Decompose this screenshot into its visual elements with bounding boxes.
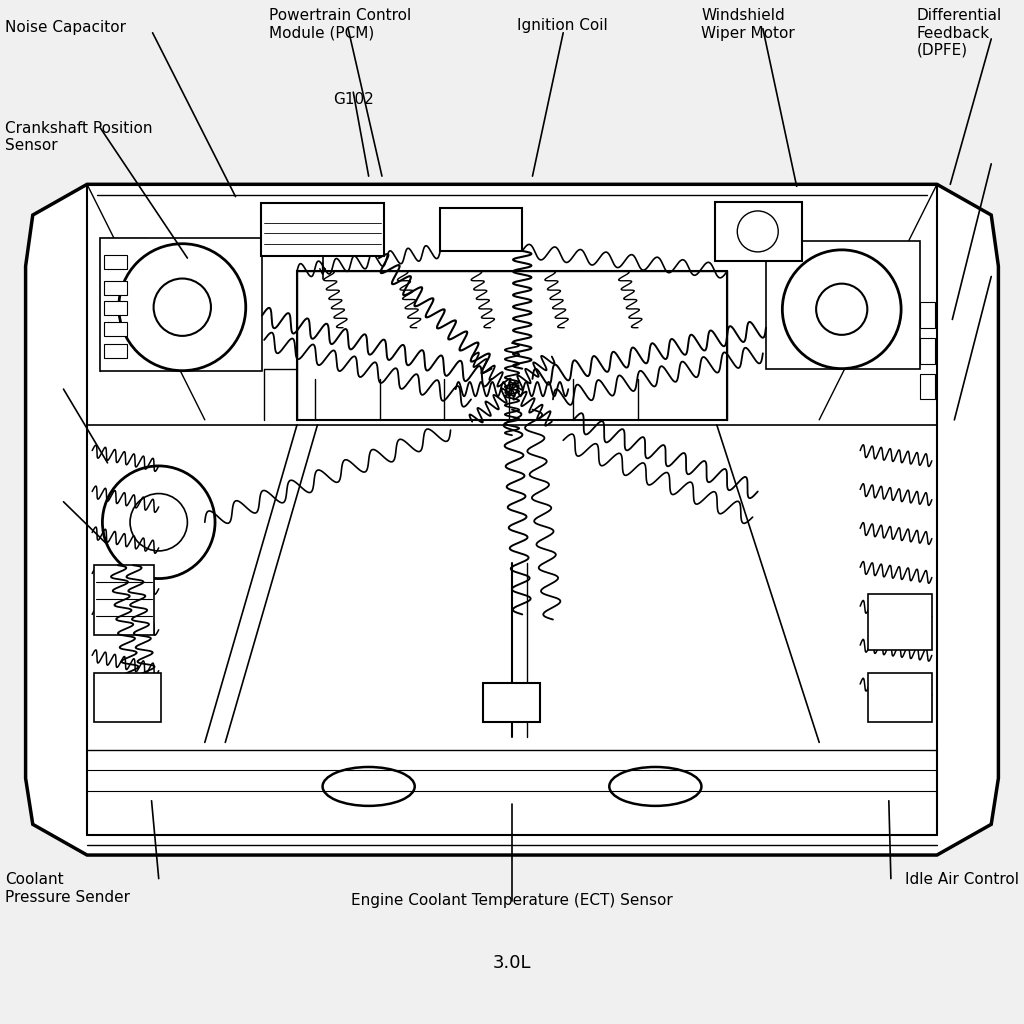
Bar: [94, 565, 154, 635]
Bar: [715, 202, 802, 261]
Bar: [920, 302, 935, 328]
Bar: [104, 301, 127, 315]
Bar: [868, 594, 932, 650]
Bar: [920, 338, 935, 364]
Bar: [920, 374, 935, 399]
Bar: [440, 208, 522, 251]
Text: Coolant
Pressure Sender: Coolant Pressure Sender: [5, 872, 130, 905]
Text: Powertrain Control
Module (PCM): Powertrain Control Module (PCM): [269, 8, 412, 41]
Polygon shape: [26, 184, 998, 855]
Text: G102: G102: [333, 92, 374, 108]
Bar: [104, 281, 127, 295]
Text: Ignition Coil: Ignition Coil: [517, 18, 608, 34]
Bar: [104, 255, 127, 269]
Bar: [766, 241, 920, 369]
Bar: [104, 322, 127, 336]
Text: Crankshaft Position
Sensor: Crankshaft Position Sensor: [5, 121, 153, 154]
Bar: [483, 683, 540, 722]
Text: Windshield
Wiper Motor: Windshield Wiper Motor: [701, 8, 796, 41]
Bar: [868, 673, 932, 722]
Text: Differential
Feedback
(DPFE): Differential Feedback (DPFE): [916, 8, 1001, 58]
Bar: [100, 238, 262, 371]
Bar: [297, 271, 727, 420]
Bar: [261, 203, 384, 256]
Text: Engine Coolant Temperature (ECT) Sensor: Engine Coolant Temperature (ECT) Sensor: [351, 893, 673, 908]
Bar: [94, 673, 161, 722]
Text: Idle Air Control: Idle Air Control: [905, 872, 1019, 888]
Text: Noise Capacitor: Noise Capacitor: [5, 20, 126, 36]
Text: 3.0L: 3.0L: [493, 954, 531, 973]
Bar: [104, 344, 127, 358]
